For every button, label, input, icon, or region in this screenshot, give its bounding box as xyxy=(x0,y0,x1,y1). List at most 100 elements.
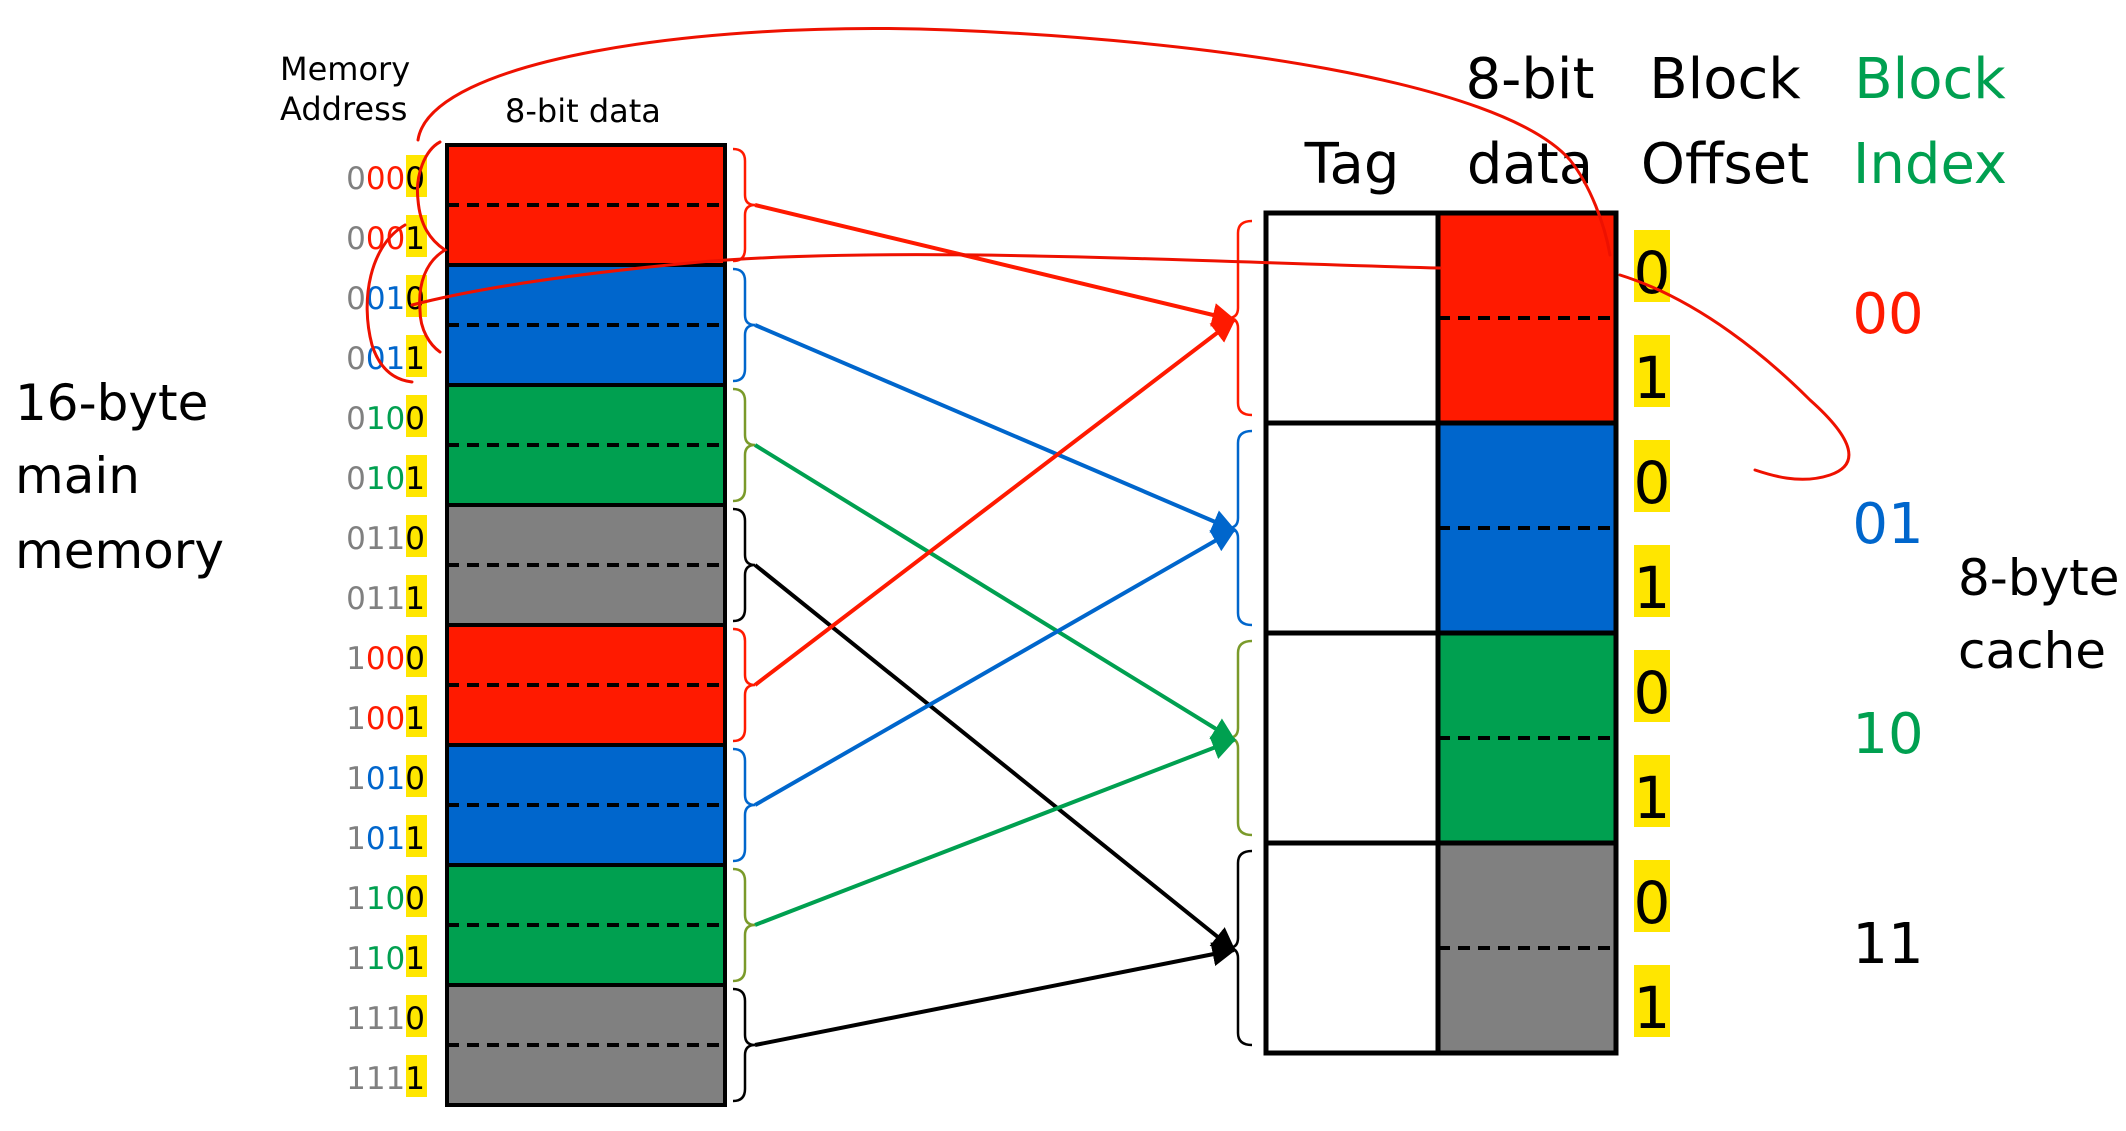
cache-offset-highlight xyxy=(1634,860,1670,932)
mapping-arrow xyxy=(753,318,1236,687)
cache-block-offset: 0 xyxy=(1634,449,1671,517)
memory-address: 1101 xyxy=(346,941,425,977)
offset-bit-highlight xyxy=(406,455,427,497)
block-index-header-line1: Block xyxy=(1854,47,2006,112)
memory-row-13 xyxy=(447,925,725,985)
memory-row-10 xyxy=(447,745,725,805)
cache-block-index: 00 xyxy=(1852,282,1923,347)
offset-bit-highlight xyxy=(406,215,427,257)
cache-block-index: 10 xyxy=(1852,702,1923,767)
memory-brace xyxy=(732,387,756,503)
cache-offset-highlight xyxy=(1634,650,1670,722)
annotation-offset-bracket-lower xyxy=(365,223,414,384)
cache-offset-highlight xyxy=(1634,545,1670,617)
mapping-arrow xyxy=(753,443,1237,742)
cache-offset-highlight xyxy=(1634,335,1670,407)
cache-block-offset: 1 xyxy=(1634,764,1671,832)
memory-address: 1111 xyxy=(346,1061,425,1097)
mapping-arrow xyxy=(754,528,1237,807)
memory-address: 0110 xyxy=(346,521,425,557)
cache-offset-highlight xyxy=(1634,965,1670,1037)
cache-offset-highlight xyxy=(1634,755,1670,827)
memory-row-15 xyxy=(447,1045,725,1105)
block-index-header-line2: Index xyxy=(1853,132,2007,197)
memory-address: 0001 xyxy=(346,221,425,257)
block-offset-header-line2: Offset xyxy=(1641,132,1809,197)
memory-address: 0100 xyxy=(346,401,425,437)
mapping-arrows xyxy=(753,203,1237,1047)
offset-bit-highlight xyxy=(406,635,427,677)
memory-block-braces xyxy=(732,147,756,1103)
annotation-offset-bracket-upper xyxy=(415,140,448,354)
memory-address: 0011 xyxy=(346,341,425,377)
offset-bit-highlight xyxy=(406,575,427,617)
memory-address: 1001 xyxy=(346,701,425,737)
memory-row-6 xyxy=(447,505,725,565)
memory-address-header-line2: Address xyxy=(280,90,407,128)
memory-brace xyxy=(732,987,756,1103)
cache-tag-cell-11 xyxy=(1263,840,1441,1056)
mapping-arrow xyxy=(753,563,1236,952)
cache-tag-header: Tag xyxy=(1304,132,1400,197)
offset-bit-highlight xyxy=(406,695,427,737)
cache-block-offset: 0 xyxy=(1634,239,1671,307)
memory-address: 1011 xyxy=(346,821,425,857)
cache-offset-highlight xyxy=(1634,440,1670,512)
cache-block-index: 01 xyxy=(1852,492,1923,557)
main-memory-label-line3: memory xyxy=(15,522,224,580)
memory-address: 1110 xyxy=(346,1001,425,1037)
offset-bit-highlight xyxy=(406,815,427,857)
annotation-tag-curve xyxy=(410,253,1442,307)
memory-address: 0000 xyxy=(346,161,425,197)
cache-block-offset: 1 xyxy=(1634,554,1671,622)
main-memory-label-line1: 16-byte xyxy=(15,374,208,432)
memory-brace xyxy=(732,147,756,263)
mapping-arrow xyxy=(754,942,1237,1047)
memory-brace xyxy=(732,867,756,983)
memory-brace xyxy=(732,747,756,863)
cache-block-braces xyxy=(1227,219,1253,1047)
memory-row-4 xyxy=(447,385,725,445)
offset-bit-highlight xyxy=(406,935,427,977)
offset-bit-highlight xyxy=(406,515,427,557)
cache-offset-highlight xyxy=(1634,230,1670,302)
cache-block-offset: 1 xyxy=(1634,974,1671,1042)
memory-data-header: 8-bit data xyxy=(505,92,661,130)
memory-address: 0010 xyxy=(346,281,425,317)
memory-row-14 xyxy=(447,985,725,1045)
memory-brace xyxy=(732,267,756,383)
memory-row-1 xyxy=(447,205,725,265)
memory-address: 0101 xyxy=(346,461,425,497)
cache-size-label-line1: 8-byte xyxy=(1958,549,2120,607)
cache-block-offset: 0 xyxy=(1634,869,1671,937)
cache-data-header-line1: 8-bit xyxy=(1466,47,1595,112)
mapping-arrow xyxy=(754,736,1237,927)
offset-bit-highlight xyxy=(406,1055,427,1097)
memory-row-8 xyxy=(447,625,725,685)
memory-row-12 xyxy=(447,865,725,925)
offset-bit-highlight xyxy=(406,335,427,377)
annotation-offset-curve xyxy=(1618,273,1851,481)
memory-address: 1010 xyxy=(346,761,425,797)
memory-brace xyxy=(732,627,756,743)
cache-tag-cell-00 xyxy=(1263,210,1441,426)
memory-brace xyxy=(732,507,756,623)
mapping-arrow xyxy=(754,323,1237,533)
memory-row-9 xyxy=(447,685,725,745)
memory-row-7 xyxy=(447,565,725,625)
main-memory-array: 0000 0001 0010 0011 0100 0101 0110 0111 1000 1001… xyxy=(346,143,727,1107)
memory-row-5 xyxy=(447,445,725,505)
cache-block-index: 11 xyxy=(1852,912,1923,977)
cache-block-offset: 1 xyxy=(1634,344,1671,412)
memory-row-0 xyxy=(447,145,725,205)
offset-bit-highlight xyxy=(406,755,427,797)
offset-bit-highlight xyxy=(406,875,427,917)
memory-address-header-line1: Memory xyxy=(280,50,410,88)
offset-bit-highlight xyxy=(406,995,427,1037)
block-offset-header-line1: Block xyxy=(1649,47,1801,112)
memory-row-11 xyxy=(447,805,725,865)
memory-address: 1000 xyxy=(346,641,425,677)
annotation-top-loop xyxy=(416,27,1612,257)
